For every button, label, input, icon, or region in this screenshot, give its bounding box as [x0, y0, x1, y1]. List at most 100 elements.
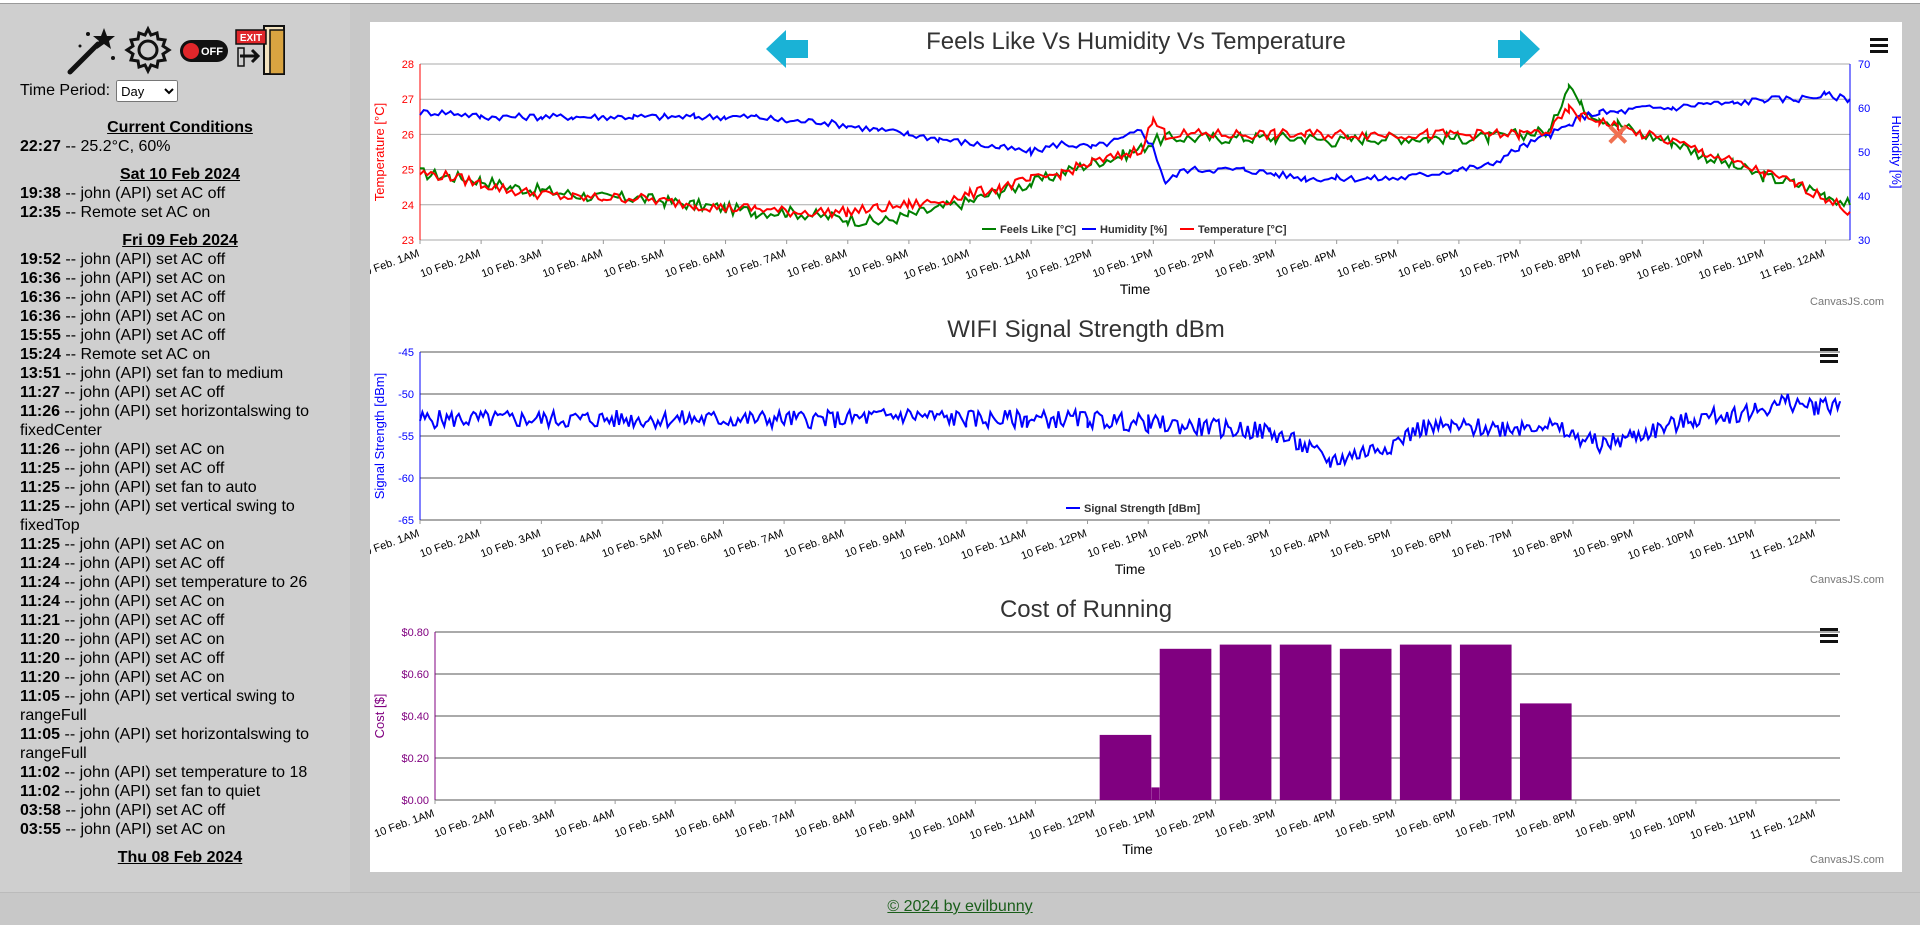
log-entry-time: 11:20 — [20, 631, 61, 648]
x-tick-label: 10 Feb. 1AM — [370, 528, 421, 561]
log-entry-time: 11:05 — [20, 726, 61, 743]
x-tick-label: 10 Feb. 10PM — [1635, 248, 1704, 283]
log-entry: 11:20 -- john (API) set AC on — [20, 630, 340, 649]
x-axis-label: Time — [1115, 561, 1146, 577]
chart-menu-icon[interactable] — [1820, 348, 1838, 364]
x-tick-label: 10 Feb. 4PM — [1268, 528, 1331, 561]
time-period-select[interactable]: Day — [116, 80, 179, 102]
log-entry: 11:05 -- john (API) set vertical swing t… — [20, 687, 340, 725]
x-tick-label: 10 Feb. 11PM — [1697, 248, 1765, 283]
x-tick-label: 10 Feb. 8PM — [1519, 248, 1582, 281]
log-entry-text: -- john (API) set vertical swing to rang… — [20, 688, 295, 724]
log-entry-time: 11:25 — [20, 536, 61, 553]
log-entry-text: -- john (API) set AC on — [60, 308, 226, 325]
log-entry: 11:25 -- john (API) set fan to auto — [20, 478, 340, 497]
x-tick-label: 10 Feb. 6AM — [663, 248, 726, 281]
y-tick-label: 27 — [402, 94, 414, 106]
y-tick-label: -45 — [398, 347, 414, 359]
footer: © 2024 by evilbunny — [0, 898, 1920, 916]
log-entry: 16:36 -- john (API) set AC on — [20, 269, 340, 288]
log-entry-text: -- john (API) set AC off — [60, 185, 226, 202]
log-entry: 11:24 -- john (API) set AC on — [20, 592, 340, 611]
legend-label: Signal Strength [dBm] — [1084, 503, 1200, 515]
log-entry-time: 11:27 — [20, 384, 61, 401]
log-entry-time: 11:20 — [20, 669, 61, 686]
x-tick-label: 10 Feb. 4PM — [1274, 248, 1337, 281]
log-entry-time: 19:38 — [20, 185, 61, 202]
x-tick-label: 10 Feb. 4PM — [1273, 808, 1336, 841]
power-off-icon[interactable]: OFF — [178, 24, 230, 76]
magic-wand-icon[interactable] — [66, 24, 118, 76]
next-arrow-icon[interactable] — [1496, 30, 1540, 68]
series-line-2 — [419, 102, 1851, 220]
gear-icon[interactable] — [122, 24, 174, 76]
log-entry-text: -- john (API) set vertical swing to fixe… — [20, 498, 295, 534]
cost-bar — [1519, 703, 1572, 800]
x-tick-label: 10 Feb. 12PM — [1027, 808, 1096, 843]
log-entry-time: 11:20 — [20, 650, 61, 667]
log-entry-text: -- john (API) set AC on — [60, 593, 225, 610]
x-tick-label: 10 Feb. 11AM — [964, 248, 1032, 283]
chart-menu-icon[interactable] — [1820, 628, 1838, 644]
log-entry-text: -- john (API) set horizontalswing to fix… — [20, 403, 310, 439]
log-entry: 11:26 -- john (API) set AC on — [20, 440, 340, 459]
x-tick-label: 10 Feb. 10PM — [1628, 808, 1697, 843]
x-tick-label: 10 Feb. 9PM — [1571, 528, 1634, 561]
exit-icon[interactable]: EXIT — [234, 24, 288, 76]
x-tick-label: 10 Feb. 3PM — [1213, 248, 1276, 281]
log-entry-time: 15:55 — [20, 327, 61, 344]
log-entry: 12:35 -- Remote set AC on — [20, 203, 340, 222]
cost-bar — [1151, 787, 1160, 800]
x-tick-label: 11 Feb. 12AM — [1758, 248, 1826, 283]
y-tick-label: 26 — [402, 129, 414, 141]
feels-like-chart-svg: 23 24 25 26 27 28 30 40 50 60 70 Temperature [°C] Hu… — [370, 59, 1902, 297]
previous-arrow-icon[interactable] — [766, 30, 810, 68]
y-tick-label: -60 — [398, 473, 414, 485]
cost-bar — [1099, 734, 1152, 800]
x-tick-label: 10 Feb. 7PM — [1450, 528, 1513, 561]
feels-like-chart: 23 24 25 26 27 28 30 40 50 60 70 Temperature [°C] Hu… — [370, 22, 1902, 312]
log-entry-text: -- john (API) set AC off — [60, 289, 226, 306]
log-entry-time: 11:02 — [20, 764, 61, 781]
log-entry-text: -- john (API) set AC off — [60, 802, 226, 819]
log-entry: 11:26 -- john (API) set horizontalswing … — [20, 402, 340, 440]
log-entry: 11:20 -- john (API) set AC on — [20, 668, 340, 687]
current-conditions-header: Current Conditions — [107, 119, 253, 136]
y-tick-label: 25 — [402, 165, 414, 177]
x-tick-label: 10 Feb. 7AM — [722, 528, 785, 561]
x-tick-label: 10 Feb. 10AM — [902, 248, 971, 283]
top-border — [0, 0, 1920, 4]
time-period: Time Period: Day — [20, 80, 179, 102]
exit-label: EXIT — [240, 33, 262, 44]
log-entry-time: 15:24 — [20, 346, 61, 363]
log-entry-text: -- john (API) set horizontalswing to ran… — [20, 726, 310, 762]
log-entry-text: -- john (API) set AC off — [60, 384, 225, 401]
log-entry-time: 11:24 — [20, 593, 61, 610]
log-entry: 11:24 -- john (API) set temperature to 2… — [20, 573, 340, 592]
chart-menu-icon[interactable] — [1870, 38, 1888, 54]
y-tick-label: $0.60 — [401, 669, 429, 681]
x-tick-label: 10 Feb. 5PM — [1329, 528, 1392, 561]
y-tick-label: $0.80 — [401, 627, 429, 639]
log-entry-text: -- john (API) set AC on — [60, 536, 225, 553]
x-tick-label: 10 Feb. 5AM — [600, 528, 663, 561]
x-tick-label: 11 Feb. 12AM — [1748, 528, 1816, 563]
current-conditions-text: -- 25.2°C, 60% — [60, 138, 171, 155]
x-tick-label: 10 Feb. 2AM — [419, 248, 482, 281]
x-tick-label: 10 Feb. 7AM — [733, 808, 796, 841]
x-tick-label: 10 Feb. 2PM — [1147, 528, 1210, 561]
legend-label: Feels Like [°C] — [1000, 224, 1076, 236]
x-tick-label: 11 Feb. 12AM — [1749, 808, 1817, 843]
current-conditions: 22:27 -- 25.2°C, 60% — [20, 137, 340, 156]
x-tick-label: 10 Feb. 6AM — [661, 528, 724, 561]
x-axis-label: Time — [1122, 841, 1153, 857]
log-entry: 11:20 -- john (API) set AC off — [20, 649, 340, 668]
copyright-link[interactable]: © 2024 by evilbunny — [887, 898, 1033, 915]
x-tick-label: 10 Feb. 2AM — [433, 808, 496, 841]
log-entry: 15:55 -- john (API) set AC off — [20, 326, 340, 345]
log-entry: 15:24 -- Remote set AC on — [20, 345, 340, 364]
cost-bar — [1459, 644, 1512, 800]
log-entry: 13:51 -- john (API) set fan to medium — [20, 364, 340, 383]
x-tick-label: 10 Feb. 2AM — [418, 528, 481, 561]
current-conditions-time: 22:27 — [20, 138, 61, 155]
